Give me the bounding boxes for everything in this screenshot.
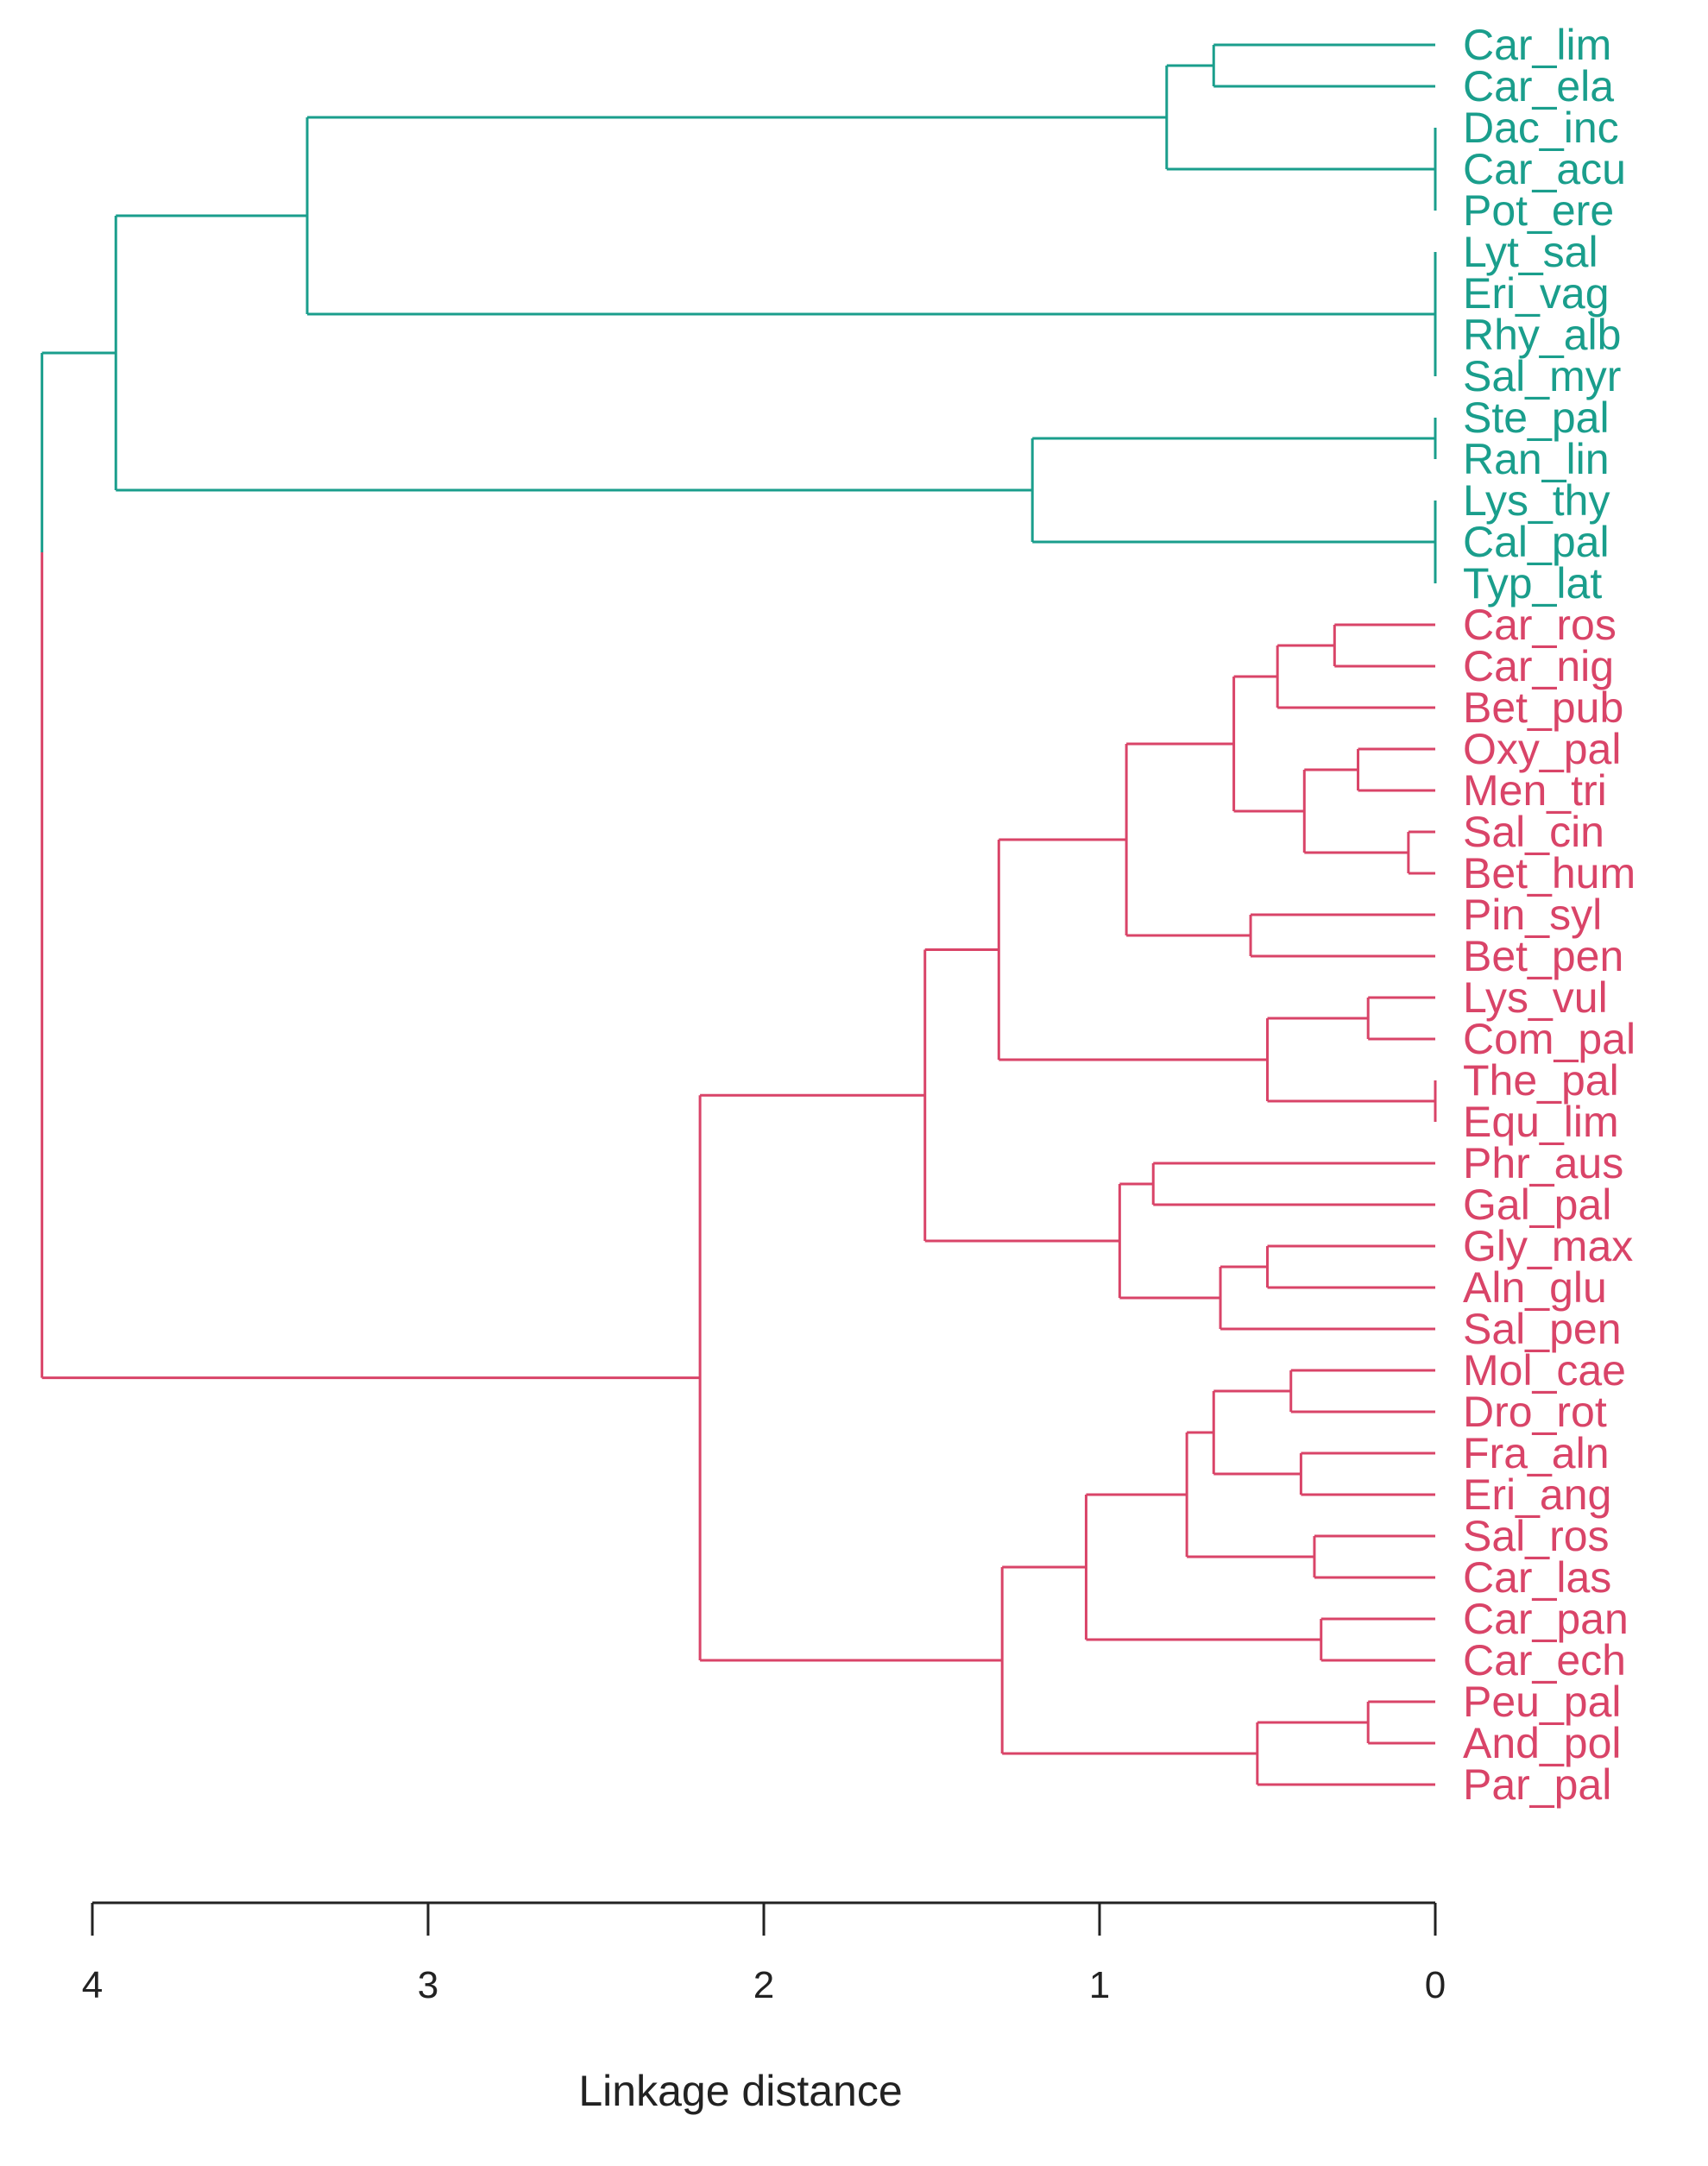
leaf-label: Car_nig [1463,642,1614,690]
leaf-label: Peu_pal [1463,1678,1622,1726]
leaf-label: Pot_ere [1463,186,1614,235]
leaf-label: The_pal [1463,1056,1619,1105]
x-axis-tick-label: 3 [418,1964,438,2006]
leaf-label: Car_pan [1463,1595,1629,1643]
x-axis-tick-label: 0 [1425,1964,1446,2006]
leaf-label: Men_tri [1463,766,1607,815]
leaf-label: Phr_aus [1463,1139,1623,1187]
leaf-label: Car_las [1463,1553,1611,1602]
leaf-label: Car_acu [1463,145,1626,193]
leaf-label: Sal_pen [1463,1305,1622,1353]
leaf-label: Par_pal [1463,1760,1611,1809]
leaf-label: Mol_cae [1463,1346,1626,1395]
x-axis-tick-label: 4 [82,1964,103,2006]
dendrogram-branches [41,43,1437,1786]
leaf-label: Dro_rot [1463,1388,1607,1436]
leaf-label: Gly_max [1463,1222,1633,1270]
leaf-label: Lys_thy [1463,476,1610,525]
leaf-label: Sal_ros [1463,1512,1610,1560]
leaf-label: Lyt_sal [1463,228,1598,276]
leaf-label: Cal_pal [1463,518,1610,566]
leaf-label: Lys_vul [1463,973,1608,1022]
x-axis-tick-label: 1 [1089,1964,1110,2006]
leaf-label: Aln_glu [1463,1263,1607,1312]
leaf-label: Pin_syl [1463,891,1602,939]
leaf-label: Typ_lat [1463,559,1602,608]
leaf-label: Rhy_alb [1463,311,1621,359]
x-axis: 4 3 2 1 0 [82,1901,1446,2006]
leaf-label: Oxy_pal [1463,725,1621,773]
leaf-labels: Car_limCar_elaDac_incCar_acuPot_ereLyt_s… [1463,21,1636,1809]
leaf-label: Car_ech [1463,1636,1626,1684]
x-axis-tick-label: 2 [753,1964,774,2006]
leaf-label: Sal_myr [1463,352,1621,400]
leaf-label: Bet_pub [1463,683,1623,732]
leaf-label: Dac_inc [1463,104,1619,152]
leaf-label: Ste_pal [1463,394,1610,442]
leaf-label: Ran_lin [1463,435,1610,483]
leaf-label: Equ_lim [1463,1098,1619,1146]
leaf-label: Sal_cin [1463,808,1604,856]
leaf-label: Com_pal [1463,1015,1636,1063]
leaf-label: And_pol [1463,1719,1622,1767]
leaf-label: Car_lim [1463,21,1611,69]
leaf-label: Eri_vag [1463,269,1610,318]
leaf-label: Car_ela [1463,62,1614,110]
leaf-label: Gal_pal [1463,1181,1611,1229]
x-axis-title: Linkage distance [578,2067,902,2115]
leaf-label: Fra_aln [1463,1429,1610,1477]
leaf-label: Car_ros [1463,601,1617,649]
leaf-label: Bet_hum [1463,849,1636,897]
leaf-label: Eri_ang [1463,1470,1611,1519]
leaf-label: Bet_pen [1463,932,1623,980]
